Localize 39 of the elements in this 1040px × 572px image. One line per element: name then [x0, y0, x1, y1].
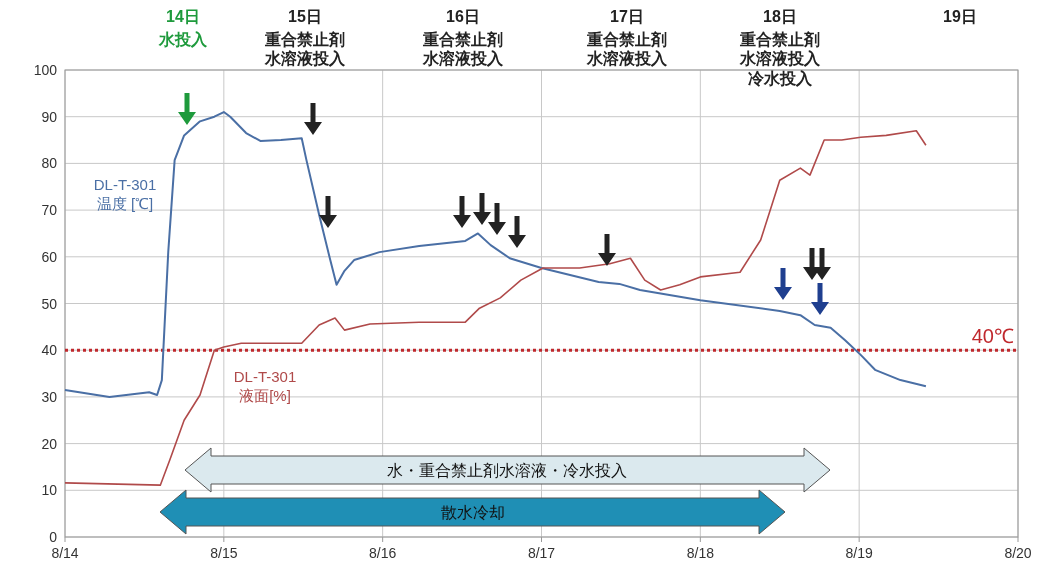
x-tick-label: 8/14: [51, 545, 79, 561]
annotation: 散水冷却: [441, 504, 505, 521]
series-label: DL-T-301 液面[%]: [233, 368, 297, 404]
text: 18日: [763, 8, 797, 25]
y-tick-label: 40: [41, 342, 58, 359]
y-tick-label: 70: [41, 202, 58, 219]
text: 19日: [943, 8, 977, 25]
y-tick-label: 100: [33, 62, 58, 78]
y-tick-label: 20: [41, 435, 58, 452]
text: 水溶液投入: [422, 49, 504, 67]
text: 重合禁止剤: [264, 31, 345, 48]
annotation: 水・重合禁止剤水溶液・冷水投入: [387, 462, 627, 479]
text: 14日: [166, 8, 200, 25]
y-tick-label: 30: [41, 388, 58, 405]
y-tick-label: 60: [41, 248, 58, 265]
x-tick-label: 8/17: [527, 545, 556, 561]
annotation: 冷水投入: [748, 70, 813, 87]
text: 15日: [288, 8, 322, 25]
text: 水投入: [158, 31, 208, 48]
text: 水溶液投入: [739, 49, 821, 67]
text: 重合禁止剤: [739, 31, 820, 48]
text: 水溶液投入: [586, 49, 668, 67]
y-tick-label: 0: [49, 529, 58, 545]
text: 16日: [446, 8, 480, 25]
x-tick-label: 8/19: [845, 545, 873, 561]
x-tick-label: 8/15: [210, 545, 238, 561]
y-tick-label: 10: [41, 482, 58, 499]
series-label: DL-T-301 温度 [℃]: [93, 176, 157, 212]
text: 重合禁止剤: [422, 31, 503, 48]
text: 水溶液投入: [264, 49, 346, 67]
y-tick-label: 90: [41, 108, 58, 125]
x-tick-label: 8/16: [369, 545, 397, 561]
x-tick-label: 8/18: [686, 545, 715, 561]
text: 17日: [610, 8, 644, 25]
ref-line-label: 40℃: [971, 325, 1014, 348]
y-tick-label: 50: [41, 295, 58, 312]
text: 重合禁止剤: [586, 31, 667, 48]
x-tick-label: 8/20: [1004, 545, 1032, 561]
y-tick-label: 80: [41, 155, 58, 172]
